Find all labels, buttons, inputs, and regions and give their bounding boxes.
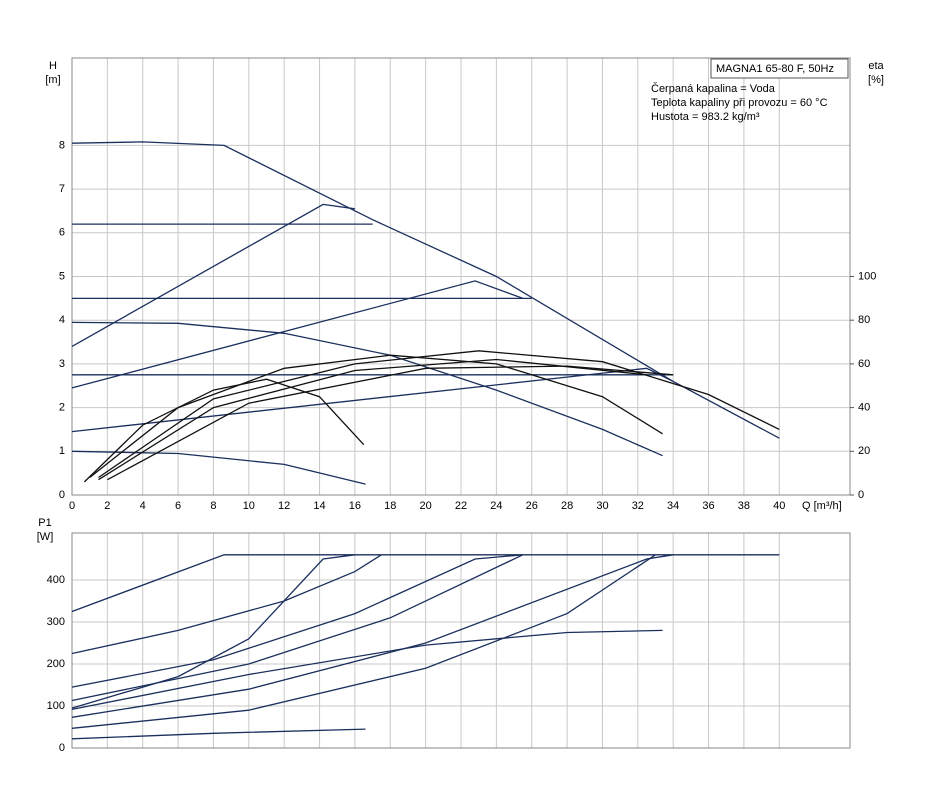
y-tick-label: 8 (59, 139, 65, 151)
annotation: Hustota = 983.2 kg/m³ (651, 111, 760, 123)
y-tick-label: 0 (59, 489, 65, 501)
y2-tick-label: 20 (858, 445, 870, 457)
y-tick-label: 2 (59, 402, 65, 414)
x-tick-label: 24 (490, 500, 502, 512)
annotation: Teplota kapaliny při provozu = 60 °C (651, 97, 828, 109)
x-label: Q [m³/h] (802, 500, 842, 512)
curve (71, 280, 524, 389)
curve (107, 365, 674, 481)
legend-box (710, 58, 849, 79)
curve (71, 554, 674, 718)
curve (98, 350, 780, 479)
curve (71, 554, 382, 655)
y-tick-label: 6 (59, 227, 65, 239)
x-tick-label: 6 (175, 500, 181, 512)
y-label: P1 (38, 517, 51, 529)
curve (98, 358, 647, 481)
y2-tick-label: 100 (858, 270, 876, 282)
y-tick-label: 100 (47, 700, 65, 712)
x-tick-label: 0 (69, 500, 75, 512)
curve (71, 367, 674, 433)
y-tick-label: 4 (59, 314, 65, 326)
curve (71, 728, 366, 740)
x-tick-label: 30 (596, 500, 608, 512)
x-tick-label: 18 (384, 500, 396, 512)
y-tick-label: 7 (59, 183, 65, 195)
curve (71, 554, 355, 709)
curve (71, 554, 523, 688)
x-tick-label: 8 (210, 500, 216, 512)
x-tick-label: 2 (104, 500, 110, 512)
y-tick-label: 300 (47, 616, 65, 628)
x-tick-label: 38 (738, 500, 750, 512)
x-tick-label: 4 (140, 500, 146, 512)
curve (71, 629, 663, 711)
curve (89, 354, 663, 479)
x-tick-label: 32 (632, 500, 644, 512)
x-tick-label: 22 (455, 500, 467, 512)
y-tick-label: 3 (59, 358, 65, 370)
y-unit: [m] (45, 74, 60, 86)
curve (71, 554, 780, 613)
legend-title: MAGNA1 65-80 F, 50Hz (716, 63, 834, 75)
y-tick-label: 400 (47, 574, 65, 586)
curve (71, 203, 355, 347)
y-unit: [W] (37, 531, 54, 543)
x-tick-label: 34 (667, 500, 679, 512)
x-tick-label: 12 (278, 500, 290, 512)
y2-tick-label: 80 (858, 314, 870, 326)
curve (83, 378, 365, 483)
curve (71, 554, 656, 729)
curve (71, 554, 524, 702)
x-tick-label: 20 (420, 500, 432, 512)
y2-label: eta (868, 60, 884, 72)
y-tick-label: 5 (59, 270, 65, 282)
y2-unit: [%] (868, 74, 884, 86)
x-tick-label: 26 (526, 500, 538, 512)
y2-tick-label: 40 (858, 402, 870, 414)
x-tick-label: 14 (313, 500, 325, 512)
x-tick-label: 16 (349, 500, 361, 512)
x-tick-label: 40 (773, 500, 785, 512)
x-tick-label: 28 (561, 500, 573, 512)
y2-tick-label: 60 (858, 358, 870, 370)
y2-tick-label: 0 (858, 489, 864, 501)
y-label: H (49, 60, 57, 72)
x-tick-label: 10 (243, 500, 255, 512)
y-tick-label: 0 (59, 742, 65, 754)
bottom-frame (71, 532, 851, 749)
curve (71, 450, 366, 485)
y-tick-label: 1 (59, 445, 65, 457)
annotation: Čerpaná kapalina = Voda (651, 82, 776, 95)
x-tick-label: 36 (702, 500, 714, 512)
y-tick-label: 200 (47, 658, 65, 670)
